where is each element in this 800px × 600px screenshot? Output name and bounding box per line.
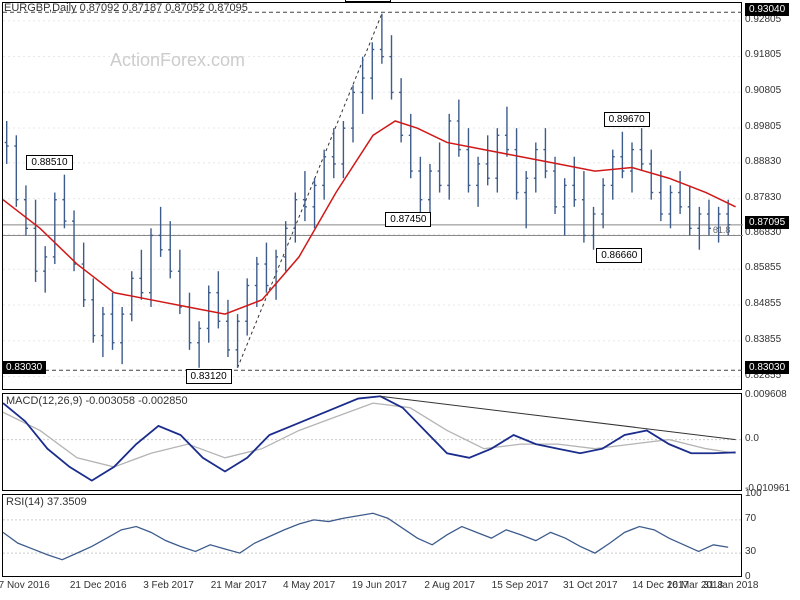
macd-y-tick: 0.0: [745, 433, 759, 444]
x-tick-label: 21 Mar 2017: [211, 580, 267, 598]
rsi-y-tick: 30: [745, 546, 756, 557]
instrument-symbol: EURGBP,Daily: [4, 2, 77, 14]
x-tick-label: 2 Aug 2017: [424, 580, 475, 598]
x-tick-label: 7 Nov 2016: [0, 580, 50, 598]
rsi-y-tick: 100: [745, 488, 762, 499]
price-tag: 0.83030: [2, 361, 46, 374]
price-tag: 0.83030: [745, 361, 789, 374]
watermark: ActionForex.com: [110, 50, 245, 71]
price-callout: 0.83120: [186, 369, 232, 384]
price-callout: 0.93050: [345, 0, 391, 2]
y-tick-label: 0.84855: [745, 298, 781, 309]
x-tick-label: 16 Mar 2018: [667, 580, 723, 598]
price-callout: 0.89670: [604, 112, 650, 127]
price-tag: 0.87095: [745, 216, 789, 229]
y-tick-label: 0.83855: [745, 334, 781, 345]
x-tick-label: 31 Oct 2017: [563, 580, 617, 598]
price-callout: 0.88510: [26, 155, 72, 170]
macd-title: MACD(12,26,9) -0.003058 -0.002850: [6, 395, 188, 407]
y-tick-label: 0.87830: [745, 192, 781, 203]
fib-label: 61.8: [713, 225, 731, 235]
price-callout: 0.86660: [596, 248, 642, 263]
y-tick-label: 0.88830: [745, 156, 781, 167]
x-tick-label: 21 Dec 2016: [70, 580, 127, 598]
rsi-panel: [2, 494, 742, 577]
instrument-title: EURGBP,Daily 0.87092 0.87187 0.87052 0.8…: [4, 2, 248, 14]
y-tick-label: 0.90805: [745, 85, 781, 96]
x-tick-label: 19 Jun 2017: [352, 580, 407, 598]
price-tag: 0.93040: [745, 3, 789, 16]
x-tick-label: 15 Sep 2017: [492, 580, 549, 598]
rsi-title: RSI(14) 37.3509: [6, 496, 87, 508]
macd-y-tick: 0.009608: [745, 389, 787, 400]
y-tick-label: 0.85855: [745, 262, 781, 273]
x-tick-label: 3 Feb 2017: [143, 580, 194, 598]
x-tick-label: 4 May 2017: [283, 580, 335, 598]
price-callout: 0.87450: [385, 212, 431, 227]
rsi-y-tick: 70: [745, 513, 756, 524]
y-tick-label: 0.89805: [745, 121, 781, 132]
ohlc-text: 0.87092 0.87187 0.87052 0.87095: [80, 2, 248, 14]
y-tick-label: 0.86830: [745, 227, 781, 238]
y-tick-label: 0.91805: [745, 49, 781, 60]
macd-panel: [2, 393, 742, 491]
